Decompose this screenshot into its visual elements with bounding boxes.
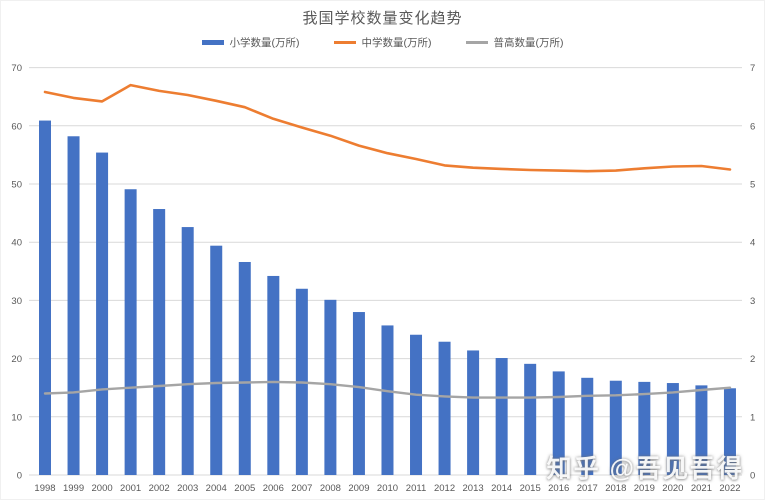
x-axis-year-label: 2018 (605, 483, 626, 494)
primary-school-bar (666, 383, 679, 475)
x-axis-year-label: 2019 (634, 483, 655, 494)
x-axis-year-label: 2021 (691, 483, 712, 494)
x-axis-year-label: 2007 (291, 483, 312, 494)
primary-school-bar (524, 363, 537, 475)
primary-school-bar (210, 245, 223, 475)
x-axis-year-label: 2010 (377, 483, 398, 494)
left-axis-tick-label: 50 (11, 180, 22, 191)
x-axis-year-label: 2003 (177, 483, 198, 494)
legend-label-primary: 小学数量(万所) (229, 37, 300, 49)
primary-school-bar (238, 261, 251, 475)
x-axis-year-label: 2022 (719, 483, 740, 494)
left-axis-tick-label: 10 (11, 412, 22, 423)
middle-school-line (43, 83, 732, 173)
x-axis-year-label: 2011 (406, 483, 426, 494)
x-axis-year-label: 2005 (234, 483, 255, 494)
legend-item-middle: 中学数量(万所) (333, 35, 432, 50)
x-axis-year-label: 1998 (34, 483, 55, 494)
x-axis-year-label: 2014 (491, 483, 512, 494)
left-axis-tick-label: 40 (11, 238, 22, 249)
left-axis-tick-label: 30 (11, 296, 22, 307)
x-axis-year-label: 2001 (120, 483, 141, 494)
primary-school-bar (67, 136, 80, 475)
x-axis-year-label: 2013 (463, 483, 484, 494)
primary-school-bar (153, 209, 166, 475)
x-axis-year-label: 2006 (263, 483, 284, 494)
primary-school-bar (581, 377, 594, 475)
x-axis-year-label: 2004 (206, 483, 227, 494)
primary-school-bar (410, 334, 423, 475)
right-axis-tick-label: 7 (750, 63, 755, 74)
x-axis-year-label: 2020 (662, 483, 683, 494)
primary-school-bar (352, 312, 365, 475)
primary-school-bar (96, 152, 109, 475)
x-axis-year-label: 1999 (63, 483, 84, 494)
primary-school-bar (467, 350, 480, 475)
primary-school-bar (381, 325, 394, 475)
primary-school-bar (124, 189, 137, 475)
primary-school-bar (181, 227, 194, 475)
left-axis-tick-label: 70 (11, 63, 22, 74)
highschool-line (43, 380, 732, 399)
right-axis-tick-label: 4 (750, 238, 755, 249)
primary-bar-swatch-icon (201, 40, 224, 45)
left-axis-tick-label: 60 (11, 121, 22, 132)
left-axis-tick-label: 20 (11, 354, 22, 365)
right-axis-tick-label: 3 (750, 296, 755, 307)
highschool-line-swatch-icon (465, 41, 488, 44)
primary-school-bar (495, 358, 508, 475)
left-axis-tick-label: 0 (17, 471, 22, 482)
x-axis-year-label: 2016 (548, 483, 569, 494)
chart-title: 我国学校数量变化趋势 (302, 10, 463, 27)
right-axis-tick-label: 0 (750, 471, 755, 482)
chart-legend: 小学数量(万所) 中学数量(万所) 普高数量(万所) (1, 35, 764, 50)
legend-label-highschool: 普高数量(万所) (493, 37, 564, 49)
primary-school-bar (723, 388, 736, 475)
x-axis-year-label: 2015 (520, 483, 541, 494)
primary-school-bar (552, 371, 565, 475)
middle-line-swatch-icon (333, 41, 356, 44)
right-axis-tick-label: 1 (750, 412, 755, 423)
x-axis-year-label: 2008 (320, 483, 341, 494)
primary-school-bar (324, 299, 337, 475)
x-axis-year-label: 2002 (149, 483, 170, 494)
legend-label-middle: 中学数量(万所) (361, 37, 432, 49)
x-axis-year-label: 2017 (577, 483, 598, 494)
right-axis-tick-label: 2 (750, 354, 755, 365)
primary-school-bar (39, 120, 51, 475)
primary-school-bar (438, 341, 451, 475)
x-axis-year-label: 2000 (92, 483, 113, 494)
x-axis-year-label: 2009 (348, 483, 369, 494)
right-axis-tick-label: 5 (750, 180, 755, 191)
legend-item-primary: 小学数量(万所) (201, 35, 300, 50)
x-axis-year-label: 2012 (434, 483, 455, 494)
primary-school-bar (695, 385, 708, 475)
legend-item-highschool: 普高数量(万所) (465, 35, 564, 50)
primary-school-bar (638, 381, 651, 475)
primary-school-bar (609, 380, 622, 475)
primary-school-bar (267, 275, 280, 475)
right-axis-tick-label: 6 (750, 121, 755, 132)
